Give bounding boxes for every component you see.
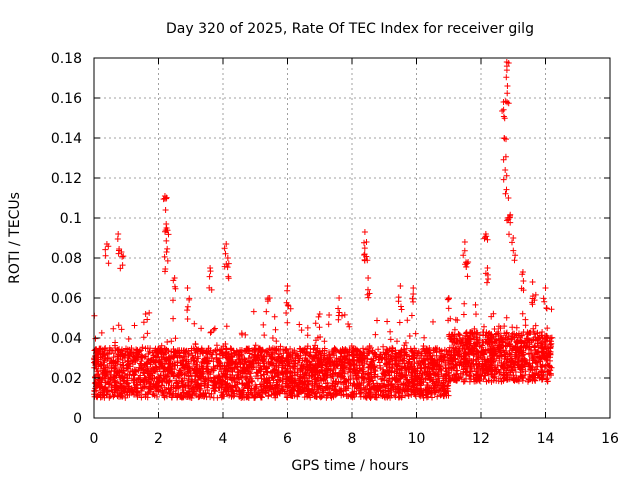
roti-peak-point: [163, 249, 170, 255]
roti-peak-point: [465, 259, 472, 265]
roti-peak-point: [365, 275, 372, 281]
roti-peak-point: [529, 279, 536, 285]
roti-peak-point: [115, 231, 122, 237]
y-tick-label: 0.14: [51, 131, 82, 147]
y-tick-label: 0.16: [51, 91, 82, 107]
roti-peak-point: [510, 235, 517, 241]
roti-peak-point: [103, 241, 110, 247]
roti-peak-point: [501, 135, 508, 141]
x-tick-label: 0: [90, 431, 99, 447]
x-tick-label: 2: [154, 431, 163, 447]
y-tick-label: 0.02: [51, 371, 82, 387]
roti-peak-point: [184, 285, 191, 291]
roti-peak-point: [445, 295, 452, 301]
roti-peak-point: [142, 311, 149, 317]
roti-peak-point: [505, 195, 512, 201]
data-points: [91, 59, 555, 401]
x-tick-label: 10: [408, 431, 426, 447]
roti-peak-point: [224, 255, 231, 261]
y-tick-label: 0.12: [51, 171, 82, 187]
roti-peak-point: [410, 285, 417, 291]
y-tick-label: 0.08: [51, 251, 82, 267]
roti-peak-point: [542, 285, 549, 291]
roti-peak-point: [484, 265, 491, 271]
roti-peak-point: [316, 311, 323, 317]
roti-peak-point: [482, 231, 489, 237]
x-axis-label: GPS time / hours: [291, 458, 408, 474]
x-tick-label: 12: [472, 431, 490, 447]
roti-peak-point: [265, 295, 272, 301]
grid-lines: [94, 58, 610, 418]
roti-peak-point: [163, 225, 170, 231]
y-tick-label: 0.1: [60, 211, 82, 227]
roti-peak-point: [207, 265, 214, 271]
y-tick-label: 0.18: [51, 51, 82, 67]
x-tick-label: 14: [537, 431, 555, 447]
y-tick-label: 0.04: [51, 331, 82, 347]
roti-peak-point: [504, 83, 511, 89]
roti-peak-point: [284, 283, 291, 289]
roti-peak-point: [162, 207, 169, 213]
roti-peak-point: [519, 269, 526, 275]
roti-peak-point: [502, 167, 509, 173]
roti-peak-point: [223, 241, 230, 247]
roti-peak-point: [500, 99, 507, 105]
plot-frame: [93, 57, 611, 419]
x-tick-label: 4: [219, 431, 228, 447]
roti-peak-point: [507, 213, 514, 219]
roti-peak-point: [397, 283, 404, 289]
y-axis-label: ROTI / TECUs: [7, 192, 23, 284]
roti-peak-point: [361, 229, 368, 235]
roti-peak-point: [363, 239, 370, 245]
y-tick-label: 0: [73, 411, 82, 427]
chart-title: Day 320 of 2025, Rate Of TEC Index for r…: [166, 21, 534, 37]
roti-peak-point: [171, 275, 178, 281]
roti-peak-point: [336, 295, 343, 301]
roti-peak-point: [118, 249, 125, 255]
roti-peak-point: [461, 239, 468, 245]
x-tick-label: 8: [348, 431, 357, 447]
axis-ticks: 0 2 4 6 8 10 12 14 16 0 0.02 0.04 0.06 0.08 0.1 0.12 0.1…: [51, 51, 619, 447]
x-tick-label: 16: [601, 431, 619, 447]
y-tick-label: 0.06: [51, 291, 82, 307]
roti-peak-point: [161, 193, 168, 199]
roti-scatter-cloud: [91, 60, 555, 401]
roti-peak-point: [503, 59, 510, 65]
x-tick-label: 6: [283, 431, 292, 447]
